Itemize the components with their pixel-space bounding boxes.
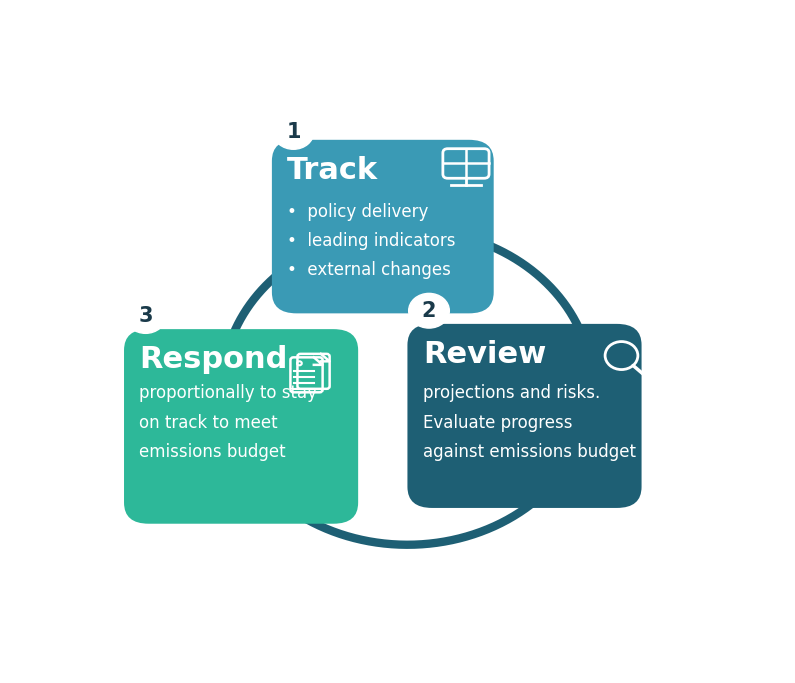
Circle shape xyxy=(273,115,314,150)
FancyBboxPatch shape xyxy=(272,140,494,313)
Circle shape xyxy=(126,298,166,333)
Text: 2: 2 xyxy=(422,301,436,321)
Circle shape xyxy=(409,294,449,328)
Text: proportionally to stay
on track to meet
emissions budget: proportionally to stay on track to meet … xyxy=(139,385,317,461)
Text: 1: 1 xyxy=(286,122,301,142)
Text: Track: Track xyxy=(287,156,378,184)
Text: projections and risks.
Evaluate progress
against emissions budget: projections and risks. Evaluate progress… xyxy=(423,385,636,461)
Text: Review: Review xyxy=(423,339,546,369)
Text: •  policy delivery
•  leading indicators
•  external changes: • policy delivery • leading indicators •… xyxy=(287,203,456,279)
FancyBboxPatch shape xyxy=(407,324,642,508)
FancyBboxPatch shape xyxy=(124,329,358,524)
Text: Respond: Respond xyxy=(139,345,288,374)
Text: 3: 3 xyxy=(138,306,153,326)
